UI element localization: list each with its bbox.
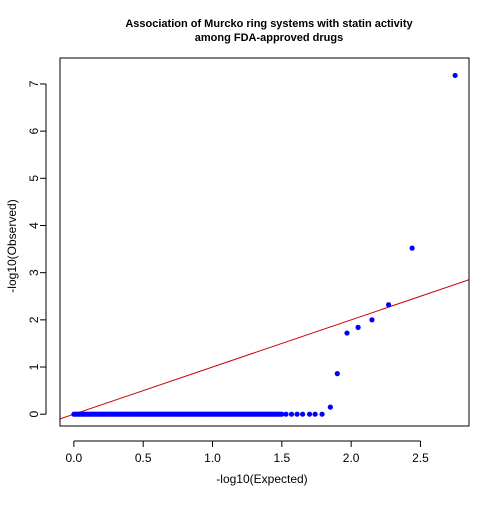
x-tick-label: 0.0 — [66, 451, 83, 465]
data-point — [334, 371, 340, 377]
x-tick-label: 1.0 — [204, 451, 221, 465]
chart-title-line-2: among FDA-approved drugs — [195, 32, 344, 44]
x-tick-label: 2.0 — [343, 451, 360, 465]
x-axis: 0.0 0.5 1.0 1.5 2.0 2.5 — [66, 440, 429, 465]
data-point — [312, 411, 318, 417]
chart-title-line-1: Association of Murcko ring systems with … — [125, 18, 413, 30]
data-point — [452, 72, 458, 79]
y-tick-label: 4 — [27, 222, 41, 229]
y-tick-label: 7 — [27, 80, 41, 87]
y-axis-title: -log10(Observed) — [5, 199, 19, 292]
data-point — [319, 411, 325, 417]
data-point — [288, 411, 295, 417]
reference-line — [60, 279, 469, 420]
y-axis: 0 1 2 3 4 5 6 7 — [27, 80, 47, 418]
data-point — [409, 245, 415, 251]
x-tick-label: 1.5 — [273, 451, 290, 465]
y-tick-label: 2 — [27, 316, 41, 323]
y-tick-label: 1 — [27, 363, 41, 370]
data-point — [327, 404, 333, 410]
data-point — [385, 302, 392, 308]
x-axis-title: -log10(Expected) — [216, 472, 307, 486]
y-tick-label: 0 — [27, 411, 41, 418]
data-point — [279, 411, 285, 417]
x-tick-label: 0.5 — [135, 451, 152, 465]
data-point — [283, 411, 289, 417]
data-point — [306, 411, 313, 417]
data-point — [294, 411, 300, 417]
reference-line-layer — [60, 279, 469, 420]
x-tick-label: 2.5 — [412, 451, 429, 465]
plot-frame — [59, 57, 470, 427]
data-point — [355, 324, 361, 330]
y-tick-label: 3 — [27, 269, 41, 276]
y-tick-label: 6 — [27, 127, 41, 134]
y-tick-label: 5 — [27, 175, 41, 182]
points-layer — [71, 72, 458, 417]
data-point — [300, 411, 306, 417]
data-point — [369, 317, 375, 323]
data-point — [344, 330, 350, 336]
